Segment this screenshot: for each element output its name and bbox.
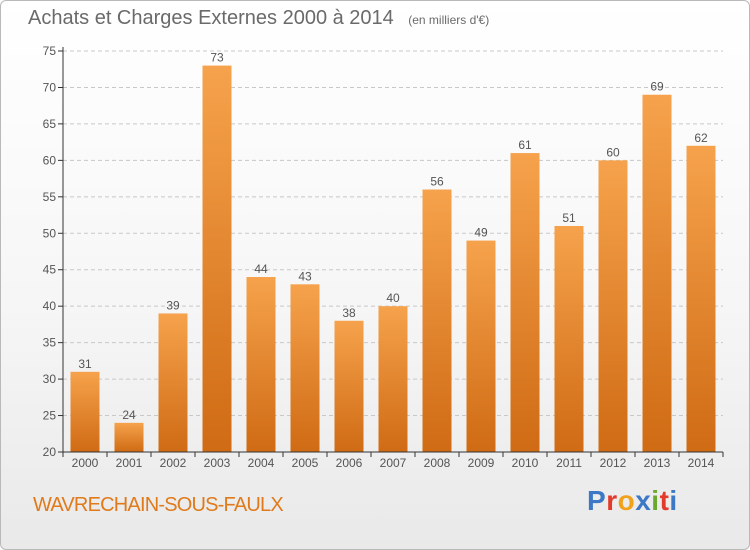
bar-2013 (642, 94, 672, 452)
commune-name: WAVRECHAIN-SOUS-FAULX (33, 494, 284, 516)
x-tick-label-2010: 2010 (512, 456, 539, 470)
bar-2006 (334, 320, 364, 452)
logo-letter: o (617, 485, 636, 516)
title-row: Achats et Charges Externes 2000 à 2014 (… (28, 7, 489, 30)
data-label-2003: 73 (210, 51, 224, 65)
axes: 20 25 30 35 40 45 50 55 60 65 70 75 2000 2001 2002 2003… (43, 44, 724, 470)
bar-2014 (686, 145, 716, 453)
y-tick-label: 75 (43, 44, 57, 58)
y-tick-label: 40 (43, 299, 57, 313)
data-label-2000: 31 (78, 357, 92, 371)
x-tick-label-2009: 2009 (468, 456, 495, 470)
x-tick-label-2000: 2000 (72, 456, 99, 470)
y-tick-label: 20 (43, 445, 57, 459)
chart-unit: (en milliers d'€) (408, 13, 490, 27)
bar-2008 (422, 189, 452, 452)
data-label-2005: 43 (298, 269, 312, 283)
y-tick-label: 30 (43, 372, 57, 386)
y-tick-label: 35 (43, 336, 57, 350)
data-label-2011: 51 (562, 211, 576, 225)
x-tick-label-2004: 2004 (248, 456, 275, 470)
data-label-2010: 61 (518, 138, 532, 152)
logo-letter: x (635, 485, 652, 516)
bar-2010 (510, 153, 540, 452)
bar-2004 (246, 277, 276, 452)
data-label-2012: 60 (606, 145, 620, 159)
data-label-2007: 40 (386, 291, 400, 305)
x-tick-label-2008: 2008 (424, 456, 451, 470)
x-tick-label-2001: 2001 (116, 456, 143, 470)
y-tick-label: 50 (43, 226, 57, 240)
y-tick-label: 70 (43, 80, 57, 94)
bars: 31 24 39 73 44 43 38 40 56 49 61 51 60 69 62 (70, 51, 716, 453)
data-label-2008: 56 (430, 175, 444, 189)
bar-2003 (202, 65, 232, 452)
bar-2009 (466, 240, 496, 452)
bar-2005 (290, 284, 320, 452)
y-tick-label: 25 (43, 409, 57, 423)
logo-letter: t (659, 485, 670, 516)
x-tick-label-2013: 2013 (644, 456, 671, 470)
bar-2012 (598, 160, 628, 452)
chart-title: Achats et Charges Externes 2000 à 2014 (28, 7, 394, 29)
x-tick-label-2002: 2002 (160, 456, 187, 470)
bar-2007 (378, 306, 408, 452)
x-tick-label-2007: 2007 (380, 456, 407, 470)
x-tick-label-2006: 2006 (336, 456, 363, 470)
data-label-2001: 24 (122, 408, 136, 422)
logo-letter: r (606, 485, 618, 516)
x-tick-label-2012: 2012 (600, 456, 627, 470)
data-label-2002: 39 (166, 298, 180, 312)
y-tick-label: 45 (43, 263, 57, 277)
y-tick-label: 65 (43, 117, 57, 131)
bar-2000 (70, 371, 100, 452)
data-label-2006: 38 (342, 306, 356, 320)
data-label-2004: 44 (254, 262, 268, 276)
bar-2002 (158, 313, 188, 452)
x-tick-label-2005: 2005 (292, 456, 319, 470)
x-tick-label-2014: 2014 (688, 456, 715, 470)
y-tick-label: 60 (43, 153, 57, 167)
bar-2011 (554, 225, 584, 452)
x-tick-label-2003: 2003 (204, 456, 231, 470)
y-tick-label: 55 (43, 190, 57, 204)
logo-letter: i (669, 485, 678, 516)
data-label-2013: 69 (650, 80, 664, 94)
x-tick-label-2011: 2011 (556, 456, 582, 470)
proxiti-logo[interactable]: Proxiti (587, 485, 678, 517)
data-label-2009: 49 (474, 226, 488, 240)
bar-2001 (114, 422, 144, 452)
logo-letter: P (587, 485, 607, 516)
logo-letter: i (651, 485, 660, 516)
data-label-2014: 62 (694, 131, 708, 145)
